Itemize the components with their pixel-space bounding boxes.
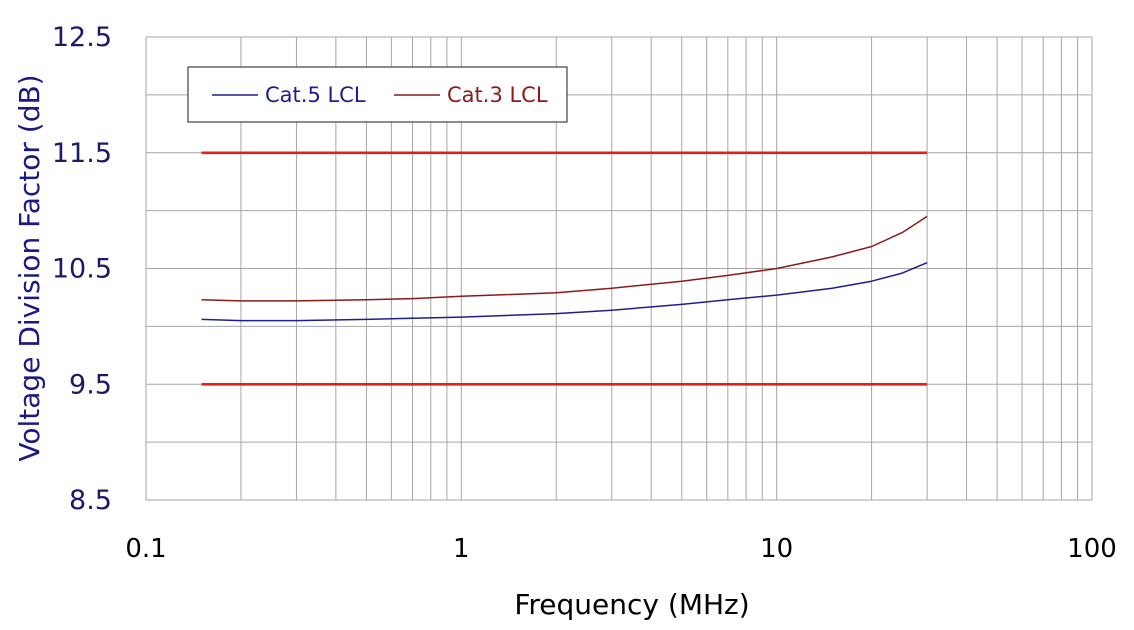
y-tick-label: 10.5 [52,254,112,285]
x-tick-label: 100 [1067,534,1117,564]
y-tick-label: 11.5 [52,138,112,169]
legend-label-cat5: Cat.5 LCL [265,83,366,107]
y-tick-labels: 8.5 9.5 10.5 11.5 12.5 [52,22,112,516]
y-tick-label: 8.5 [69,485,112,516]
x-tick-label: 1 [453,534,470,564]
x-tick-label: 10 [760,534,793,564]
legend: Cat.5 LCL Cat.3 LCL [187,66,568,123]
y-tick-label: 12.5 [52,22,112,53]
y-axis-title: Voltage Division Factor (dB) [13,74,46,461]
x-axis-title: Frequency (MHz) [514,588,749,621]
series-line-cat-5-lcl [201,262,928,322]
y-tick-label: 9.5 [69,369,112,400]
series-layer [201,151,928,386]
x-tick-label: 0.1 [125,534,166,564]
legend-label-cat3: Cat.3 LCL [447,83,548,107]
x-tick-labels: 0.1 1 10 100 [125,534,1117,564]
series-line-cat-3-lcl [201,215,928,302]
